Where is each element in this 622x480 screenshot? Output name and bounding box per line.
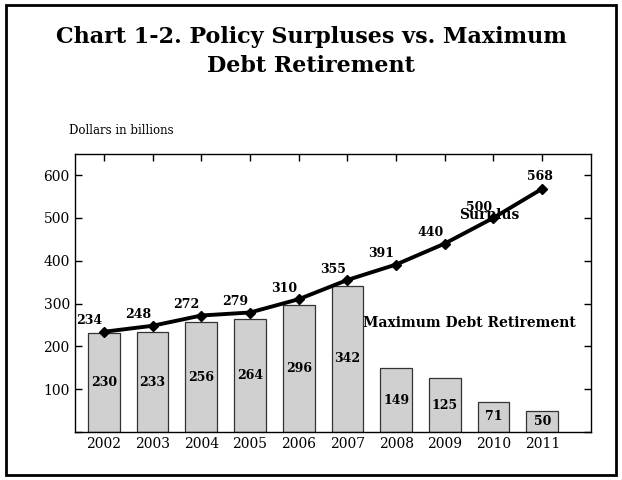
Text: 500: 500 xyxy=(466,201,492,214)
Text: Surplus: Surplus xyxy=(460,208,520,222)
Text: 71: 71 xyxy=(485,410,502,423)
Bar xyxy=(137,332,169,432)
Bar xyxy=(478,402,509,432)
Text: 233: 233 xyxy=(139,376,165,389)
Text: 256: 256 xyxy=(188,371,214,384)
Bar xyxy=(234,319,266,432)
Text: 279: 279 xyxy=(222,295,248,308)
Text: 272: 272 xyxy=(174,298,200,311)
Text: Chart 1-2. Policy Surpluses vs. Maximum: Chart 1-2. Policy Surpluses vs. Maximum xyxy=(55,26,567,48)
Text: Dollars in billions: Dollars in billions xyxy=(70,124,174,137)
Text: 149: 149 xyxy=(383,394,409,407)
Text: 355: 355 xyxy=(320,263,346,276)
Text: 264: 264 xyxy=(237,369,263,382)
Text: Maximum Debt Retirement: Maximum Debt Retirement xyxy=(363,316,575,330)
Text: 568: 568 xyxy=(527,170,553,183)
Bar xyxy=(88,334,119,432)
Text: 391: 391 xyxy=(368,247,394,260)
Text: 230: 230 xyxy=(91,376,117,389)
Bar xyxy=(429,378,461,432)
Bar xyxy=(283,305,315,432)
Text: 248: 248 xyxy=(125,309,151,322)
Text: 342: 342 xyxy=(334,352,360,365)
Text: 234: 234 xyxy=(76,314,102,327)
Text: 125: 125 xyxy=(432,399,458,412)
Bar xyxy=(185,323,217,432)
Bar xyxy=(380,368,412,432)
Text: 50: 50 xyxy=(534,415,551,428)
Text: 310: 310 xyxy=(271,282,297,295)
Text: 296: 296 xyxy=(285,362,312,375)
Bar xyxy=(332,286,363,432)
Text: 440: 440 xyxy=(417,226,443,239)
Bar xyxy=(526,410,558,432)
Text: Debt Retirement: Debt Retirement xyxy=(207,55,415,77)
